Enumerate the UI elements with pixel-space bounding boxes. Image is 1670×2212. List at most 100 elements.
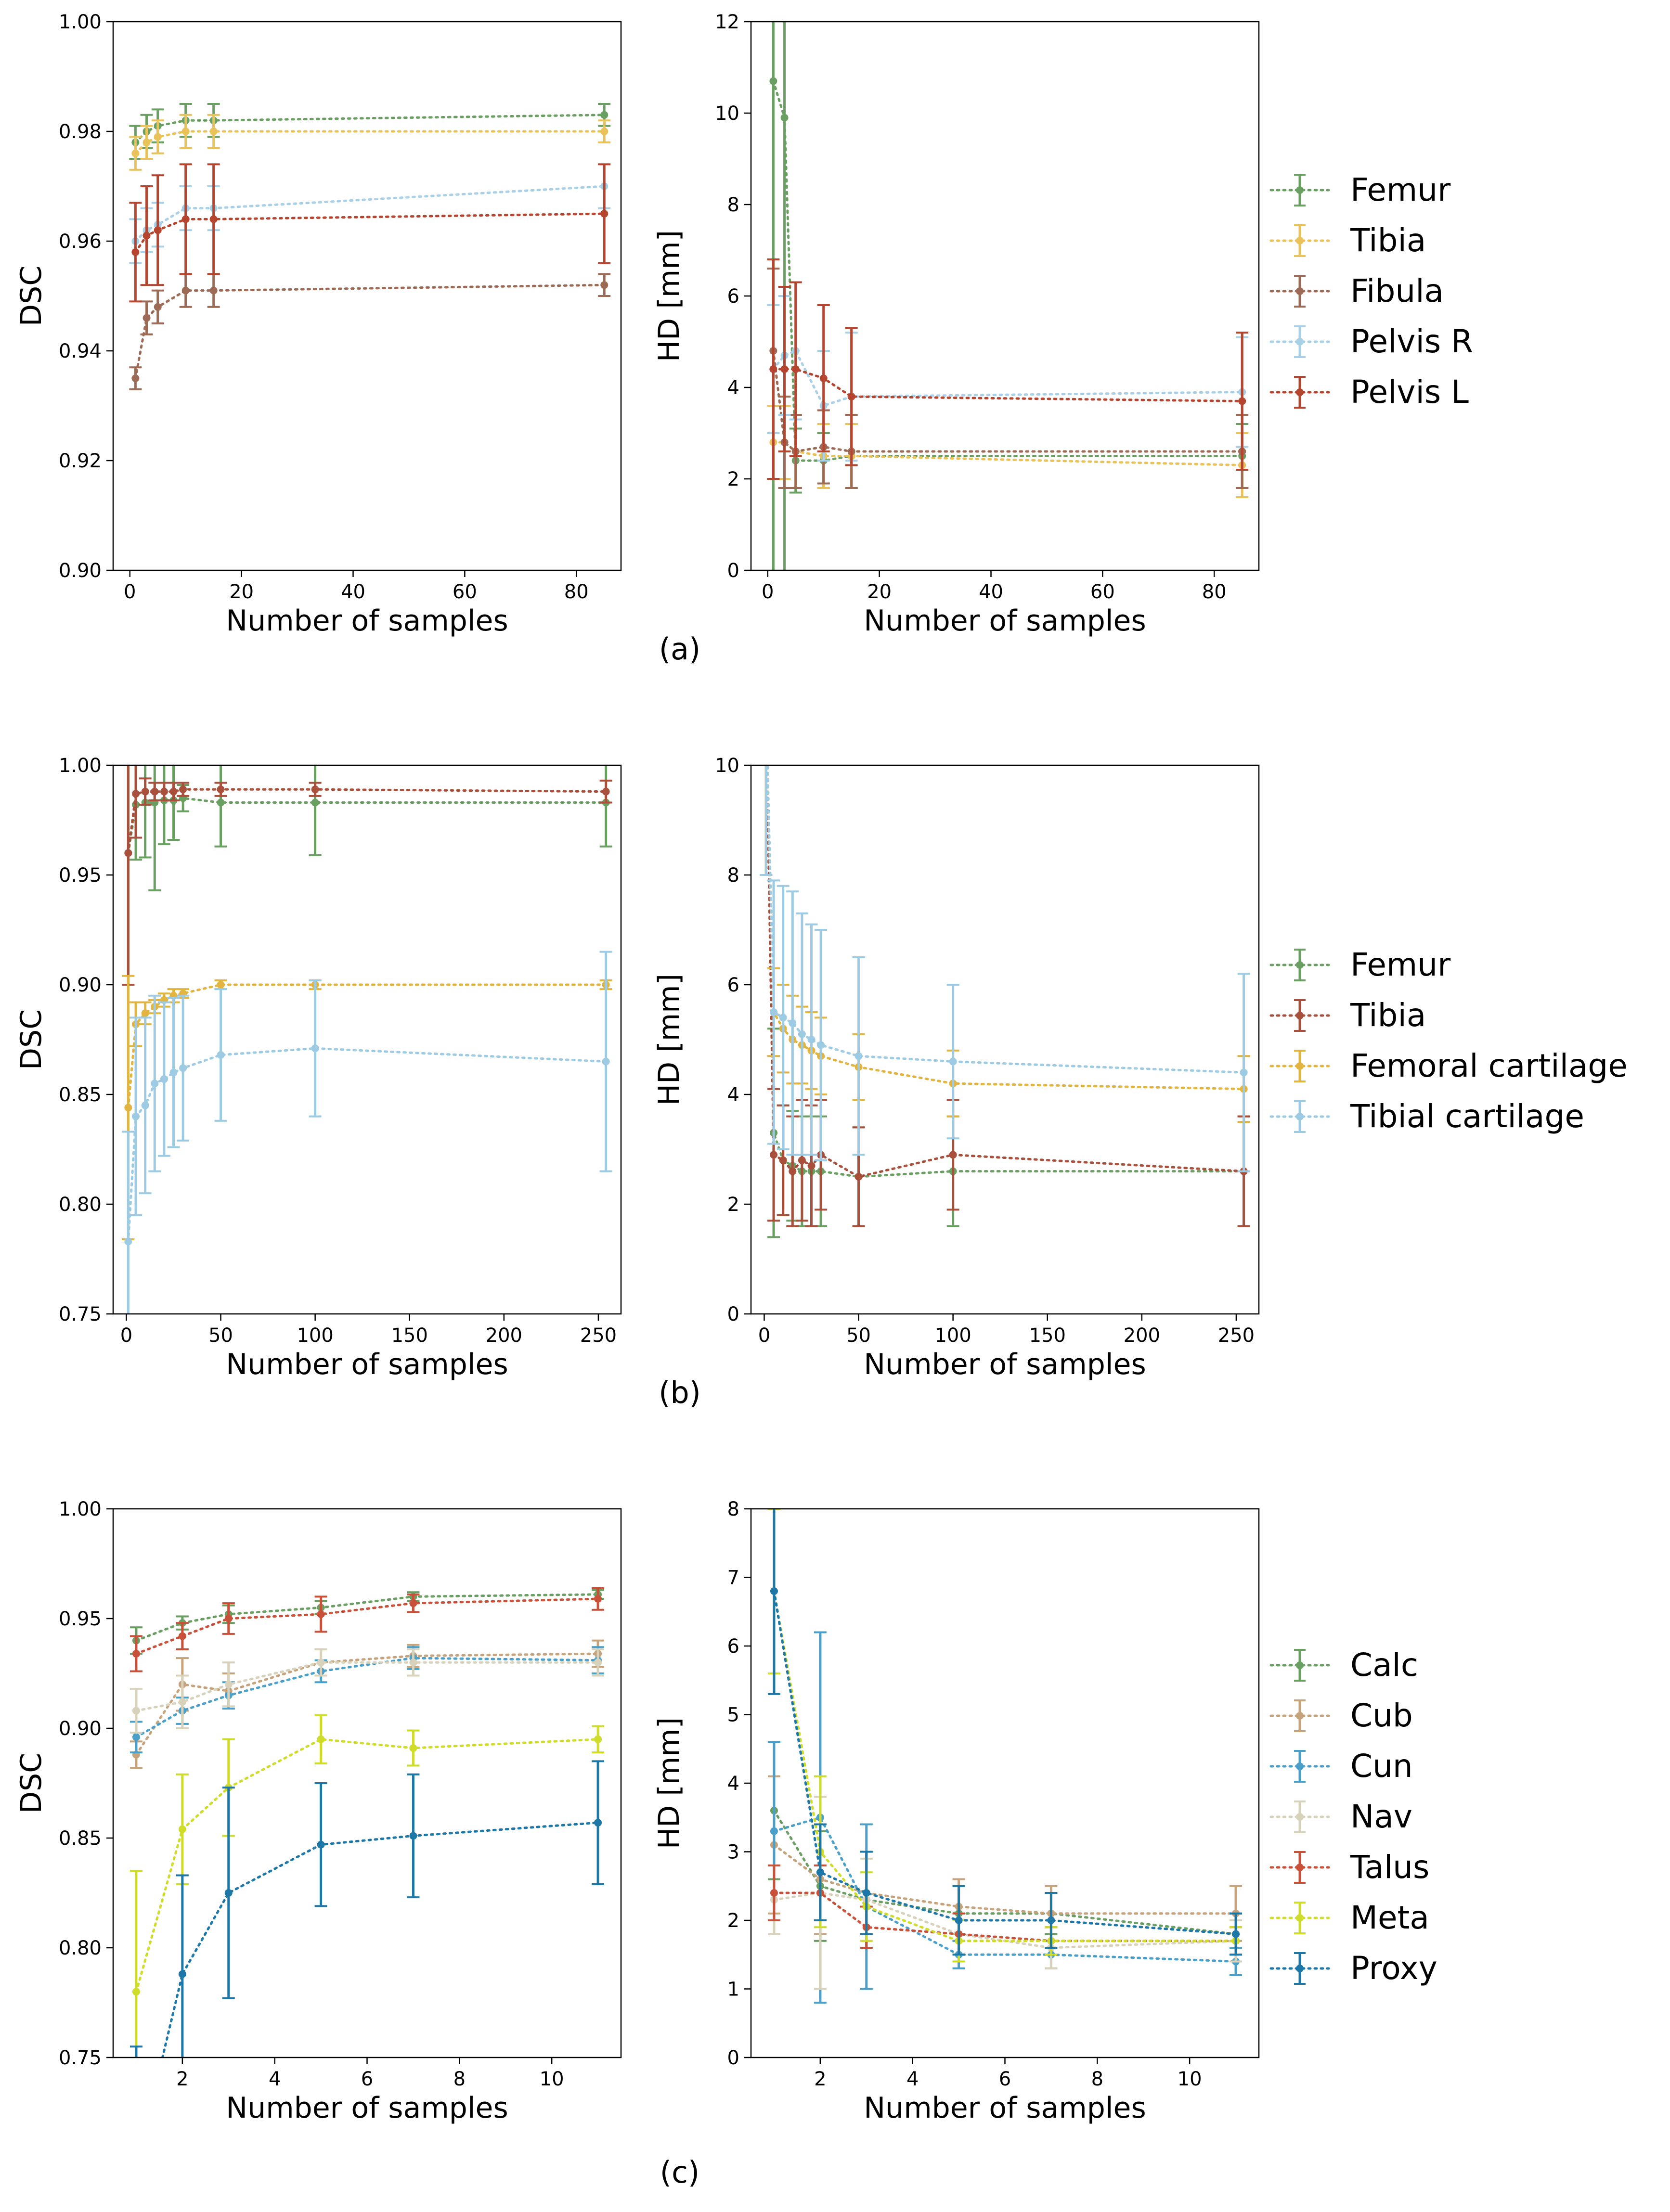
series-line: [135, 1738, 599, 1993]
x-tick-label: 0: [762, 581, 774, 603]
data-point: [154, 133, 162, 141]
data-point: [311, 1044, 319, 1053]
data-point: [132, 1988, 140, 1996]
legend-marker: [1296, 388, 1304, 396]
data-point: [600, 210, 608, 218]
legend-label: Pelvis R: [1350, 323, 1473, 360]
data-point: [317, 1840, 325, 1849]
y-tick-label: 0.95: [59, 864, 102, 887]
series-proxy: [767, 1509, 1243, 1956]
data-point: [854, 1052, 863, 1060]
legend-marker: [1296, 1914, 1304, 1922]
data-point: [600, 111, 608, 119]
series-line: [773, 1590, 1237, 1942]
series-meta: [767, 1509, 1243, 1963]
data-point: [1047, 1916, 1055, 1924]
data-point: [160, 787, 168, 796]
x-tick-label: 10: [1178, 2068, 1202, 2090]
legend-marker: [1296, 1864, 1304, 1871]
series-line: [134, 185, 606, 243]
legend-marker: [1296, 1113, 1304, 1120]
series-tibia: [760, 765, 1250, 1227]
x-tick-label: 80: [1202, 581, 1227, 603]
chart-a-hd: 0 20 40 60 80 0 2 4 6 8 10 12 Number of samples HD [m…: [652, 11, 1473, 638]
y-tick-label: 0.96: [59, 231, 102, 253]
data-point: [791, 365, 800, 373]
x-tick-label: 4: [906, 2068, 919, 2090]
x-tick-label: 60: [453, 581, 477, 603]
data-point: [181, 215, 190, 223]
y-tick-label: 4: [727, 1773, 739, 1795]
data-point: [770, 1587, 778, 1595]
series-femoral-cartilage: [122, 975, 612, 1240]
y-tick-label: 0.75: [59, 1303, 102, 1325]
series-line: [773, 1843, 1237, 1915]
series-line: [765, 765, 1245, 1178]
data-point: [816, 1868, 824, 1877]
x-tick-label: 6: [361, 2068, 373, 2090]
data-point: [789, 1019, 797, 1027]
data-point: [151, 1080, 159, 1088]
data-point: [1232, 1930, 1240, 1938]
panel-caption: (a): [659, 631, 700, 667]
data-point: [311, 785, 319, 794]
data-point: [594, 1659, 602, 1667]
legend-label: Nav: [1350, 1798, 1412, 1835]
data-point: [209, 215, 218, 223]
data-point: [594, 1819, 602, 1827]
y-tick-label: 2: [727, 468, 739, 490]
series-line: [134, 130, 606, 155]
data-point: [1240, 1068, 1248, 1077]
data-point: [594, 1595, 602, 1603]
series-line: [773, 1891, 1237, 1942]
y-tick-label: 10: [715, 103, 739, 125]
axes-frame: [112, 21, 622, 571]
series-line: [161, 1821, 599, 2058]
series-line: [766, 765, 1245, 1074]
data-point: [160, 1075, 168, 1083]
data-point: [949, 1151, 957, 1159]
legend-marker: [1296, 338, 1304, 346]
series-cub: [129, 1639, 605, 1769]
data-point: [311, 798, 319, 807]
series-tibia: [129, 114, 611, 171]
series-calc: [129, 1589, 605, 1655]
data-point: [762, 707, 770, 714]
data-point: [949, 1057, 957, 1066]
chart-a-dsc: 0 20 40 60 80 0.90 0.92 0.94 0.96 0.98 1.00 Number …: [14, 11, 622, 638]
legend-label: Femoral cartilage: [1350, 1047, 1628, 1084]
data-point: [131, 374, 140, 382]
series-line: [772, 349, 1243, 408]
data-point: [317, 1659, 325, 1667]
y-tick-label: 8: [727, 1498, 739, 1520]
data-point: [762, 707, 770, 714]
data-point: [600, 281, 608, 289]
data-point: [847, 393, 855, 400]
data-point: [169, 1068, 178, 1077]
legend-label: Pelvis L: [1350, 373, 1469, 411]
y-axis-label: DSC: [14, 1753, 48, 1813]
data-point: [179, 785, 187, 794]
series-line: [134, 283, 606, 380]
series-line: [773, 1809, 1237, 1935]
series-cun: [767, 1631, 1243, 2004]
y-axis-label: HD [mm]: [652, 1717, 686, 1849]
x-axis-label: Number of samples: [226, 604, 508, 638]
data-point: [151, 787, 159, 796]
x-tick-label: 0: [758, 1325, 770, 1347]
data-point: [780, 114, 789, 122]
y-tick-label: 5: [727, 1704, 739, 1726]
series-pelvis-r: [767, 281, 1249, 462]
legend-item: Cun: [1269, 1748, 1413, 1785]
chart-b-hd: 0 50 100 150 200 250 0 2 4 6 8 10 Number of samples H…: [652, 707, 1628, 1381]
legend-marker: [1296, 1813, 1304, 1821]
y-tick-label: 12: [715, 11, 739, 33]
x-tick-label: 250: [580, 1325, 617, 1347]
data-point: [141, 1009, 149, 1017]
data-point: [178, 1698, 186, 1706]
legend: Calc Cub Cun Nav Talus Meta Proxy: [1269, 1646, 1437, 1987]
data-point: [131, 149, 140, 157]
y-tick-label: 0.85: [59, 1084, 102, 1106]
data-point: [209, 128, 218, 135]
series-line: [127, 797, 608, 854]
